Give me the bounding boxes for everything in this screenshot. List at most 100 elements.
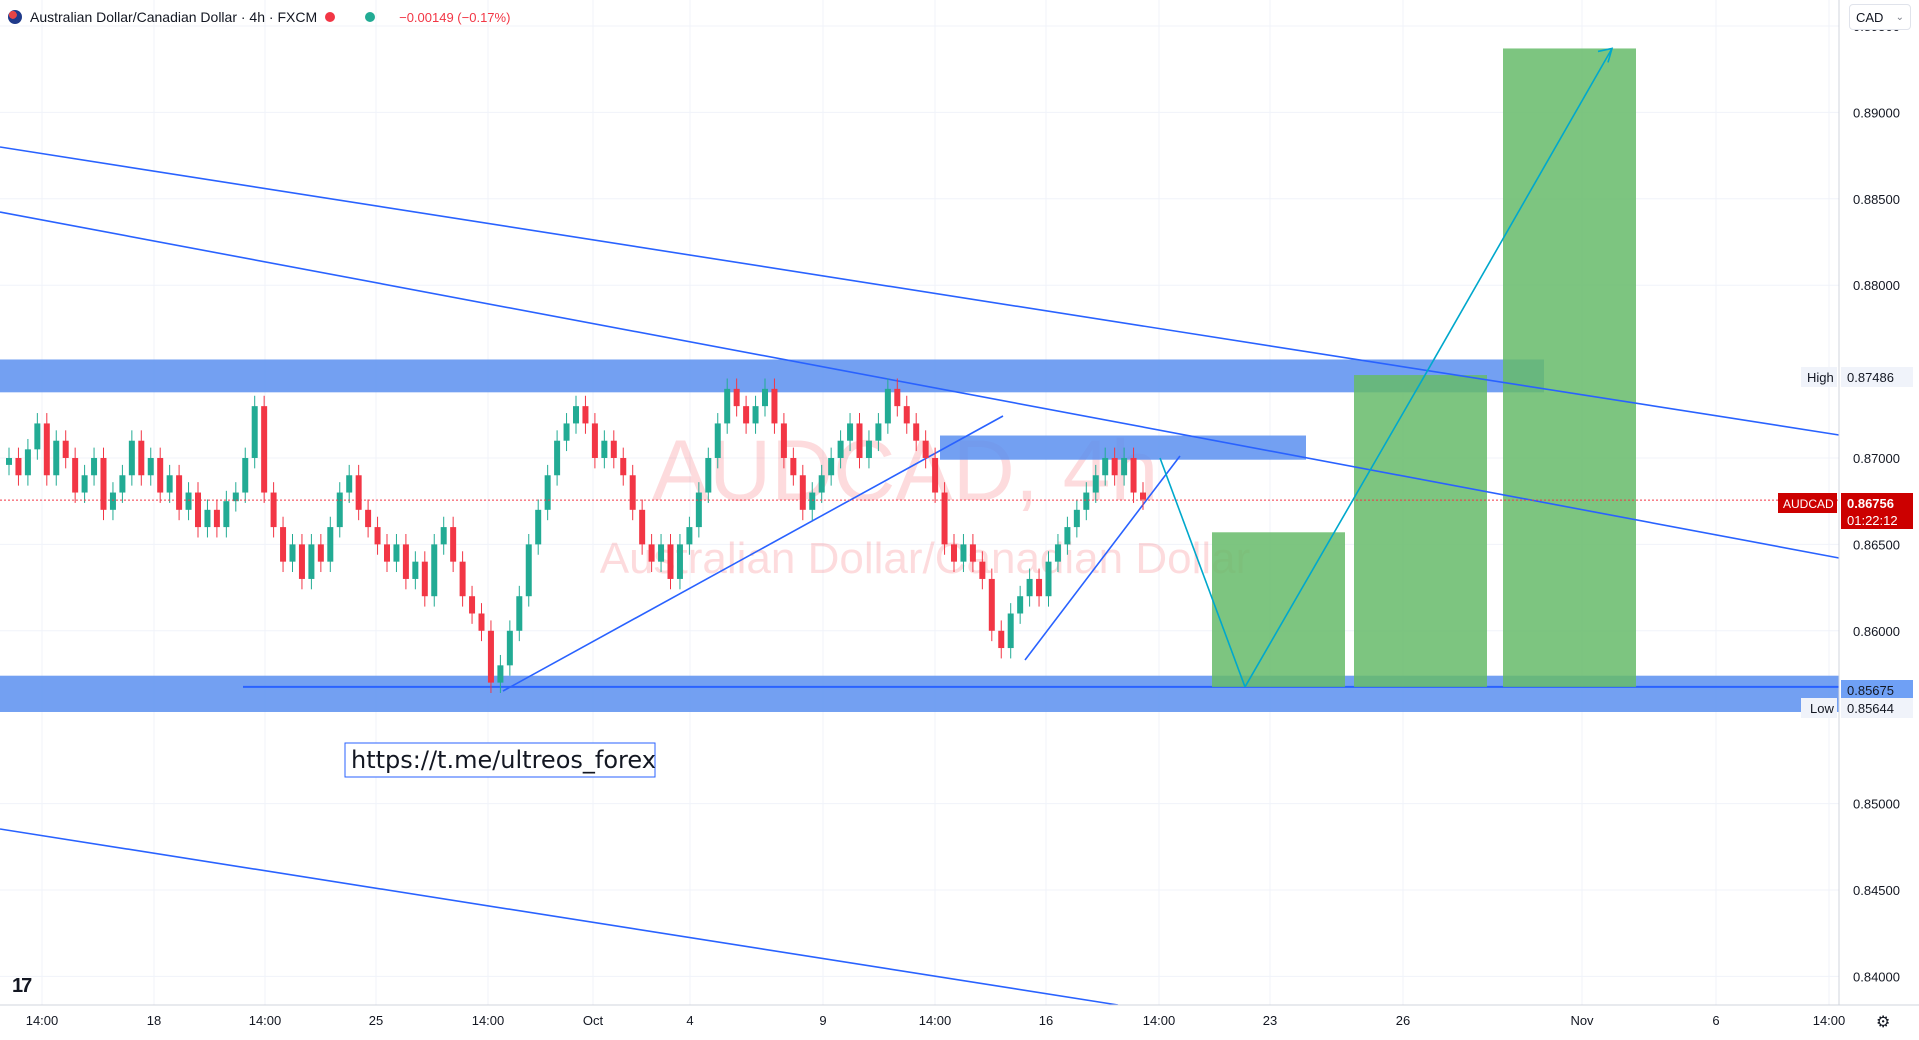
candle-body — [1111, 457, 1118, 476]
candle-body — [346, 475, 353, 493]
candle-body — [440, 527, 447, 545]
symbol-title[interactable]: Australian Dollar/Canadian Dollar · 4h ·… — [30, 9, 318, 25]
price-tick-label: 0.88500 — [1853, 192, 1900, 207]
link-box[interactable] — [344, 742, 656, 778]
currency-select[interactable]: CAD ⌄ — [1849, 4, 1911, 30]
candle-body — [1064, 527, 1071, 545]
trendline — [502, 415, 1004, 692]
candle-body — [865, 440, 872, 458]
time-tick-label: Oct — [583, 1013, 604, 1028]
price-tick-label: 0.86000 — [1853, 624, 1900, 639]
arrow-head-icon — [1597, 47, 1614, 63]
candle-body — [979, 561, 986, 579]
candle-body — [582, 406, 589, 424]
market-status-green-icon — [365, 12, 376, 22]
candle-body — [799, 475, 806, 510]
time-axis[interactable] — [0, 1005, 1839, 1040]
candle-body — [780, 423, 787, 458]
candle-body — [932, 457, 939, 493]
candle-body — [1054, 544, 1061, 562]
trendlines-layer[interactable] — [0, 146, 1840, 1006]
candle-body — [459, 561, 466, 597]
price-tick-label: 0.87000 — [1853, 451, 1900, 466]
price-tick-label: 0.84500 — [1853, 883, 1900, 898]
candle-body — [43, 423, 50, 476]
candle-body — [336, 492, 343, 528]
candle-body — [1102, 457, 1109, 476]
candle-body — [658, 544, 665, 562]
candle-body — [34, 423, 41, 450]
countdown-value: 01:22:12 — [1847, 513, 1898, 528]
low-label-text: Low — [1810, 701, 1834, 716]
candle-body — [384, 544, 390, 562]
settings-gear-icon[interactable]: ⚙ — [1876, 1014, 1891, 1031]
candle-body — [639, 509, 646, 545]
candle-body — [837, 440, 844, 458]
candle-body — [601, 440, 608, 458]
candle-body — [847, 423, 854, 441]
candle-body — [128, 440, 135, 476]
candle-body — [15, 457, 22, 476]
candle-body — [62, 440, 69, 458]
candle-body — [119, 475, 126, 493]
candle-body — [988, 578, 995, 631]
candle-body — [591, 423, 598, 458]
candle-body — [695, 492, 702, 528]
candle-body — [544, 475, 551, 510]
candle-body — [610, 440, 617, 458]
candle-body — [790, 457, 797, 476]
candle-body — [91, 457, 98, 476]
price-tick-label: 0.89000 — [1853, 105, 1900, 120]
candle-body — [828, 457, 835, 476]
target-box — [1354, 375, 1487, 687]
candle-body — [308, 544, 315, 579]
candle-body — [450, 527, 457, 562]
candle-body — [856, 423, 863, 458]
candle-body — [573, 406, 579, 424]
link-text[interactable]: https://t.me/ultreos_forex — [351, 746, 656, 774]
projection-arrows[interactable] — [1159, 47, 1614, 688]
candle-body — [478, 613, 485, 631]
candle-body — [412, 561, 419, 579]
candle-body — [771, 388, 778, 424]
time-tick-label: 14:00 — [1813, 1013, 1846, 1028]
zone-mid-resistance — [940, 435, 1306, 460]
symbol-header[interactable]: Australian Dollar/Canadian Dollar · 4h ·… — [0, 0, 510, 34]
currency-flag-icon — [8, 10, 22, 24]
time-tick-label: 9 — [819, 1013, 826, 1028]
candle-body — [402, 544, 409, 579]
time-tick-label: 18 — [147, 1013, 161, 1028]
candle-body — [355, 475, 362, 510]
current-price-label: AUDCAD 0.86756 01:22:12 — [1778, 493, 1913, 529]
price-tick-label: 0.85000 — [1853, 797, 1900, 812]
candle-body — [185, 492, 192, 510]
candle-body — [516, 596, 523, 631]
candle-body — [497, 665, 504, 683]
candle-body — [818, 475, 825, 493]
candle-body — [535, 509, 542, 545]
candle-body — [374, 527, 381, 545]
targets-layer[interactable] — [1212, 48, 1636, 687]
candle-body — [72, 457, 79, 493]
candle-body — [157, 457, 164, 493]
candle-body — [686, 527, 693, 545]
candle-body — [894, 388, 901, 407]
candle-body — [1140, 492, 1146, 500]
candle-body — [289, 544, 296, 562]
candle-body — [1092, 475, 1099, 493]
candle-body — [554, 440, 561, 476]
time-tick-label: 26 — [1396, 1013, 1410, 1028]
candle-body — [762, 388, 768, 407]
projection-arrow-segment — [1424, 48, 1613, 376]
candle-body — [525, 544, 532, 597]
candle-body — [487, 630, 494, 683]
trendline — [0, 146, 1840, 436]
candle-body — [100, 457, 107, 510]
candle-body — [195, 492, 201, 528]
grid — [0, 0, 1839, 1005]
candle-body — [1026, 578, 1033, 597]
tradingview-logo-icon[interactable]: 17 — [12, 975, 32, 997]
watermark-name: Australian Dollar/Canadian Dollar — [600, 534, 1251, 583]
candle-body — [1073, 509, 1080, 528]
